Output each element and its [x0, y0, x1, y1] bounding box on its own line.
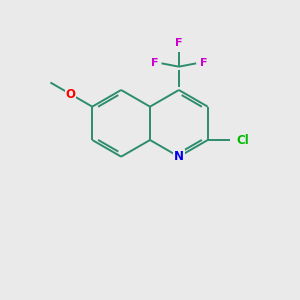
Text: F: F	[151, 58, 158, 68]
Text: N: N	[174, 150, 184, 163]
Text: Cl: Cl	[236, 134, 249, 146]
Text: O: O	[66, 88, 76, 101]
Text: F: F	[175, 38, 183, 48]
Text: F: F	[200, 58, 207, 68]
